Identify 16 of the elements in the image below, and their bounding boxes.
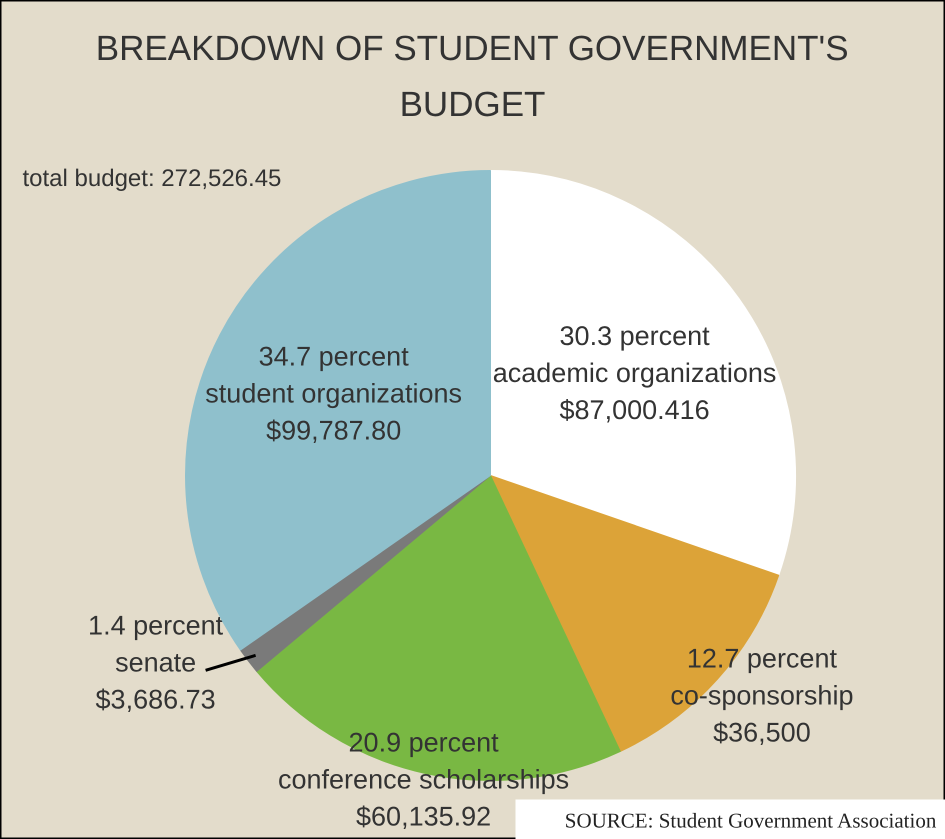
source-note: SOURCE: Student Government Association (564, 808, 937, 832)
text: $36,500 (713, 717, 811, 748)
text: $3,686.73 (96, 684, 216, 714)
text: total budget: 272,526.45 (22, 165, 282, 192)
slice-label: student organizations (205, 378, 462, 409)
data-label: 12.7 percent (686, 643, 838, 674)
text: $99,787.80 (266, 416, 402, 446)
text: $87,000.416 (560, 394, 710, 425)
data-label: 30.3 percent (560, 320, 710, 351)
data-label: 34.7 percent (258, 342, 410, 372)
data-label: 1.4 percent (88, 610, 224, 640)
text: $60,135.92 (356, 801, 492, 832)
chart-title: BREAKDOWN OF STUDENT GOVERNMENT'S BUDGET (96, 29, 849, 124)
slice-label: senate (115, 647, 196, 678)
data-label: 20.9 percent (348, 727, 500, 758)
slice-label: academic organizations (492, 358, 776, 388)
